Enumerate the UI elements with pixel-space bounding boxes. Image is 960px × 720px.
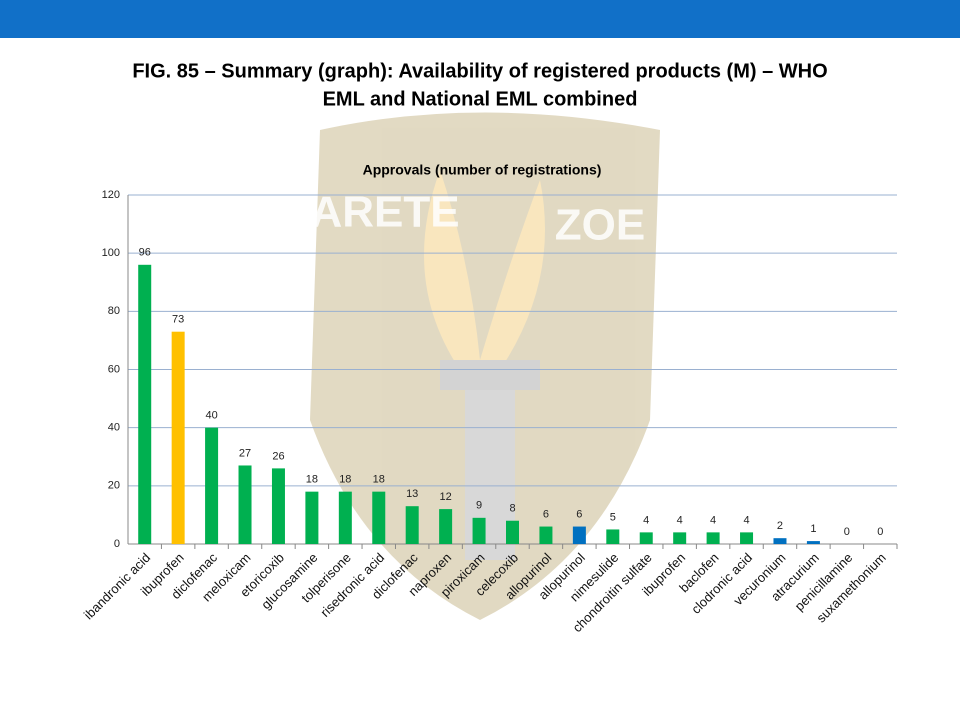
data-label: 4 [677,514,683,526]
y-tick-label: 0 [114,538,120,550]
watermark-text: ARETE [310,188,459,237]
bar [338,491,352,544]
bar [472,517,486,544]
bar [606,529,620,544]
data-label: 73 [172,314,184,326]
slide-title: EML and National EML combined [323,88,638,110]
data-label: 8 [509,503,515,515]
data-label: 6 [543,508,549,520]
bar [271,468,285,544]
bar [205,427,219,544]
data-label: 0 [877,526,883,538]
bar [806,541,820,544]
bar [673,532,687,544]
bar [572,526,586,544]
data-label: 13 [406,488,418,500]
y-tick-label: 40 [108,422,120,434]
bar [639,532,653,544]
bar [138,264,152,544]
bar [238,465,252,544]
data-label: 5 [610,511,616,523]
data-label: 0 [844,526,850,538]
y-tick-label: 80 [108,305,120,317]
watermark-text: ZOE [555,201,645,250]
data-label: 40 [205,410,217,422]
data-label: 4 [743,514,749,526]
data-label: 26 [272,450,284,462]
bar [305,491,319,544]
bar [439,509,453,544]
data-label: 12 [440,491,452,503]
bar [506,520,519,544]
top-banner [0,0,960,38]
y-tick-label: 60 [108,363,120,375]
slide-title: FIG. 85 – Summary (graph): Availability … [132,60,827,82]
data-label: 27 [239,447,251,459]
data-label: 1 [810,523,816,535]
y-tick-label: 20 [108,480,120,492]
data-label: 6 [576,508,582,520]
data-label: 18 [373,474,385,486]
bar [706,532,720,544]
data-label: 9 [476,500,482,512]
bar [773,538,787,544]
bar [740,532,754,544]
chart-title: Approvals (number of registrations) [363,162,602,178]
bar [405,506,419,544]
y-tick-label: 120 [102,189,120,201]
bar [372,491,386,544]
watermark-shield [310,112,660,620]
bar [171,331,185,544]
y-tick-label: 100 [102,247,120,259]
data-label: 18 [339,474,351,486]
data-label: 4 [643,514,649,526]
data-label: 4 [710,514,716,526]
data-label: 18 [306,474,318,486]
bar [539,526,553,544]
data-label: 96 [139,247,151,259]
data-label: 2 [777,520,783,532]
